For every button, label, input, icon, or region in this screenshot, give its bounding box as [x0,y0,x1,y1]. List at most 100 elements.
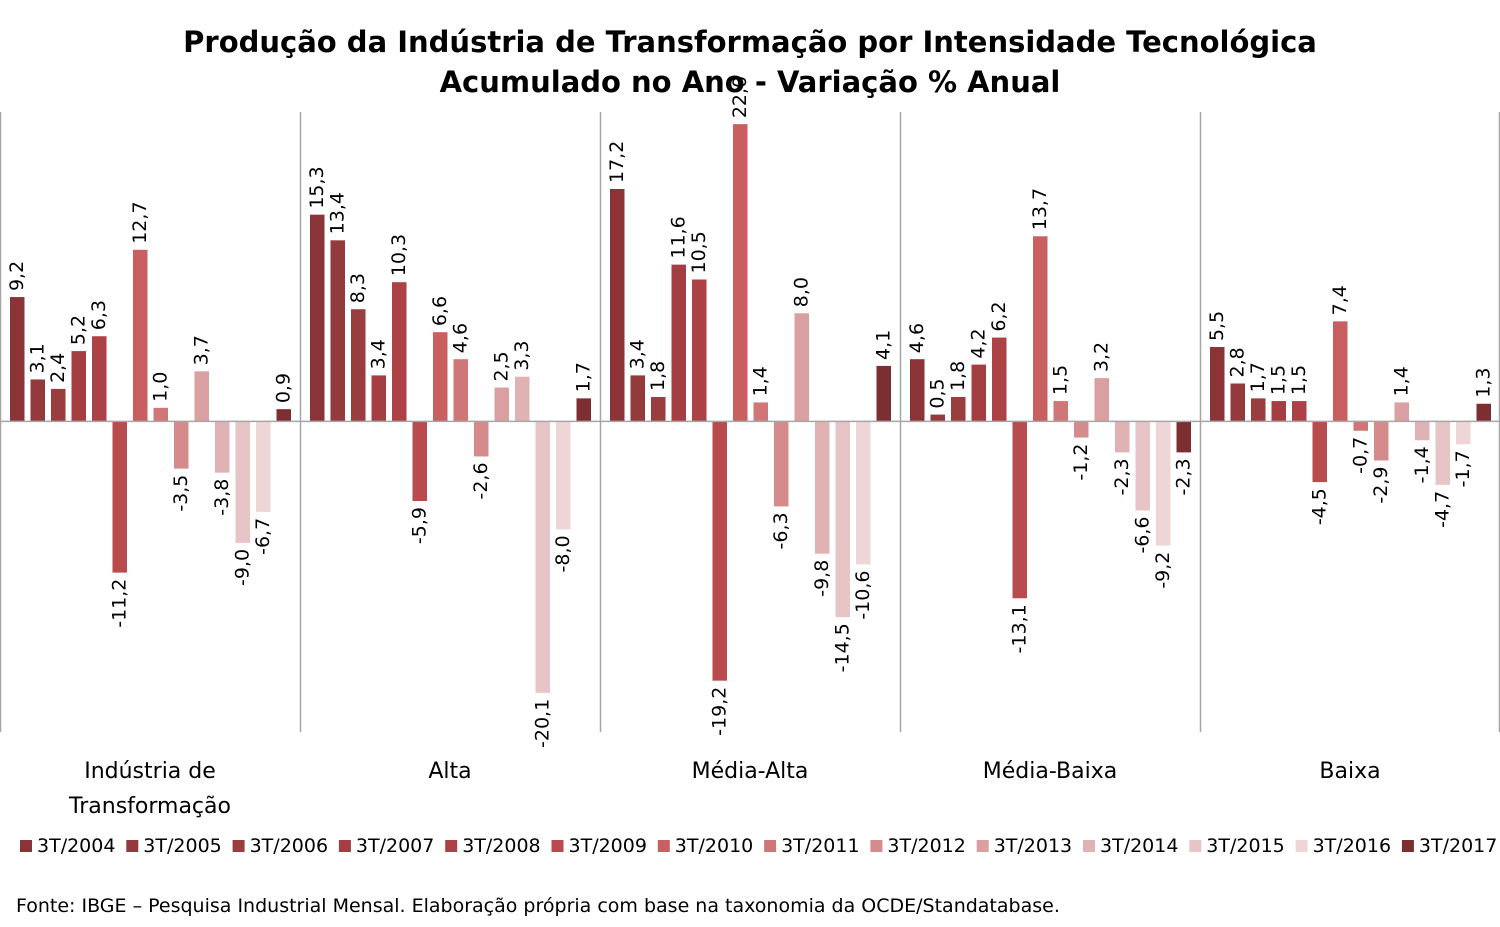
legend-swatch [232,840,245,852]
bar [630,375,645,422]
bar [876,365,891,422]
bar [371,375,386,422]
bar [733,124,748,422]
bar [753,402,768,422]
data-label: 4,6 [906,323,928,353]
legend-swatch [126,840,139,852]
legend-label: 3T/2014 [1100,835,1178,857]
data-label: -4,5 [1309,488,1331,525]
data-label: 10,5 [688,231,710,273]
data-label: -13,1 [1009,604,1031,653]
data-label: 3,4 [368,339,390,369]
data-label: 1,5 [1288,365,1310,395]
legend-label: 3T/2004 [37,835,115,857]
data-label: 2,5 [491,351,513,381]
legend-swatch [1295,840,1308,852]
legend-swatch [1401,840,1414,852]
bar [692,279,707,422]
bar [930,414,945,422]
bar [535,421,550,693]
bar [1176,421,1191,453]
chart-title: Produção da Indústria de Transformação p… [0,22,1500,102]
bar [153,407,168,422]
data-label: 4,1 [873,330,895,360]
bar [1271,401,1286,422]
bar [835,421,850,618]
legend-label: 3T/2005 [143,835,221,857]
bar [174,421,189,469]
data-label: 7,4 [1329,285,1351,315]
data-label: -8,0 [552,535,574,572]
data-label: 6,3 [88,300,110,330]
data-label: 6,2 [988,301,1010,331]
bar [515,376,530,422]
data-label: 1,8 [947,361,969,391]
bar [1394,402,1409,422]
data-label: -20,1 [532,699,554,748]
data-label: 4,2 [968,328,990,358]
data-label: 1,5 [1050,365,1072,395]
bar [30,379,45,422]
bar [1353,421,1368,431]
bar [92,336,107,422]
bar [1156,421,1171,546]
data-label: 5,5 [1206,311,1228,341]
legend-swatch [657,840,670,852]
category-label: Alta [428,759,471,784]
data-label: -1,7 [1452,450,1474,487]
bar [815,421,830,554]
data-label: 17,2 [606,141,628,183]
bar [794,313,809,422]
category-label: Média-Alta [692,759,809,784]
bar [1074,421,1089,438]
data-label: 4,6 [450,323,472,353]
bar [1415,421,1430,441]
bar [51,388,66,422]
data-label: 1,8 [647,361,669,391]
data-label: 1,7 [573,362,595,392]
bar [112,421,127,573]
data-label: -1,2 [1070,444,1092,481]
data-label: -2,9 [1370,466,1392,503]
chart-subtitle: Acumulado no Ano - Variação % Anual [439,65,1061,99]
data-label: 13,7 [1029,188,1051,230]
bar [1033,236,1048,422]
bar [351,309,366,422]
bar [1094,378,1109,422]
data-label: 2,4 [47,353,69,383]
bar [71,351,86,422]
data-label: 1,5 [1268,365,1290,395]
legend-swatch [20,840,32,852]
legend-label: 3T/2013 [994,835,1072,857]
bar [671,264,686,422]
bar [1333,321,1348,422]
bar [276,409,291,422]
data-label: 9,2 [6,261,28,291]
bar [310,214,325,422]
data-label: -10,6 [852,571,874,620]
data-label: 6,6 [429,296,451,326]
bar [651,397,666,422]
bar [1476,403,1491,422]
bar [330,240,345,422]
bar [10,297,25,422]
bar [1435,421,1450,485]
bar [133,249,148,422]
bar [992,337,1007,422]
data-label: 0,9 [273,373,295,403]
data-label: -9,8 [811,560,833,597]
data-label: -19,2 [709,687,731,736]
category-label: Indústria de [84,759,216,784]
bar [712,421,727,681]
bar [1012,421,1027,599]
data-label: -6,7 [252,518,274,555]
category-label: Transformação [68,794,231,819]
legend-label: 3T/2015 [1206,835,1284,857]
bar [235,421,250,543]
bar [1210,347,1225,422]
bar [412,421,427,502]
legend-label: 3T/2007 [356,835,434,857]
bar [1230,383,1245,422]
data-label: 5,2 [68,315,90,345]
data-label: 11,6 [668,216,690,258]
